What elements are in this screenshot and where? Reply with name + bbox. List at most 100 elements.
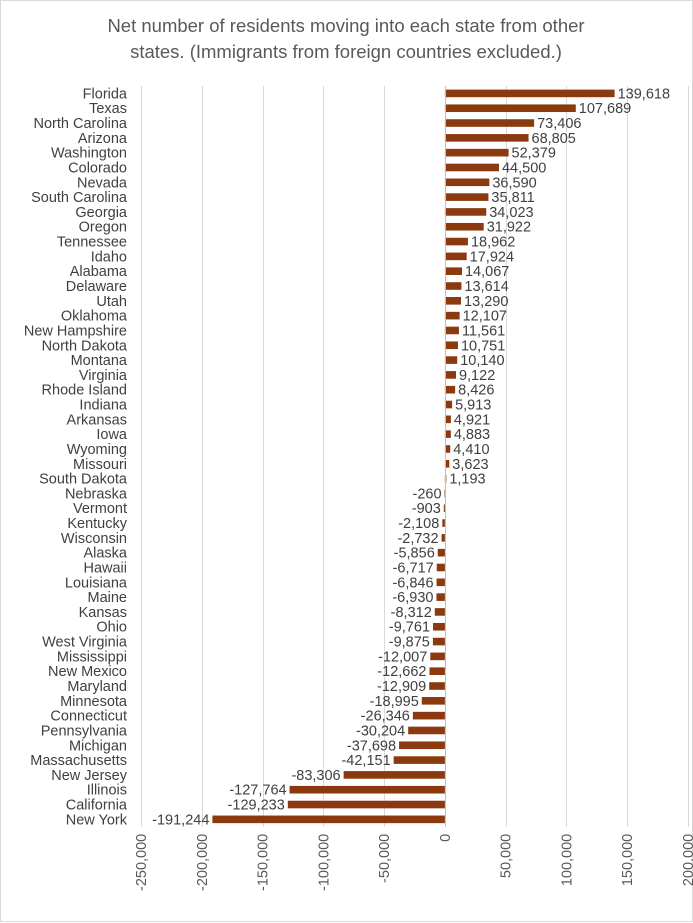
category-label-35: Kansas [79, 605, 127, 621]
bar-12 [444, 267, 462, 275]
data-label-28: -903 [412, 501, 441, 517]
bar-22 [444, 415, 451, 424]
bar-29 [442, 519, 445, 527]
bar-35 [434, 608, 445, 616]
category-label-19: Virginia [79, 368, 128, 384]
category-label-23: Iowa [96, 427, 128, 443]
data-label-15: 12,107 [463, 309, 507, 325]
category-label-8: Georgia [75, 205, 128, 221]
bar-6 [444, 178, 490, 187]
data-label-4: 52,379 [512, 146, 556, 162]
x-tick-label-7: 100,000 [559, 834, 575, 886]
category-label-27: Nebraska [65, 486, 128, 502]
data-label-22: 4,921 [454, 412, 490, 428]
data-label-7: 35,811 [491, 190, 534, 206]
data-label-21: 5,913 [455, 398, 491, 414]
category-label-9: Oregon [79, 220, 127, 236]
category-label-37: West Virginia [42, 635, 128, 651]
data-label-48: -129,233 [228, 798, 285, 814]
x-tick-label-0: -250,000 [134, 834, 150, 891]
bar-10 [444, 237, 468, 246]
data-label-29: -2,108 [398, 516, 439, 532]
category-label-42: Connecticut [50, 709, 127, 725]
bar-24 [444, 445, 451, 453]
bar-16 [444, 326, 459, 335]
data-label-45: -42,151 [341, 753, 390, 769]
data-label-25: 3,623 [452, 457, 488, 473]
bar-30 [441, 534, 445, 542]
category-label-11: Idaho [91, 249, 127, 265]
category-label-45: Massachusetts [30, 753, 127, 769]
data-label-41: -18,995 [370, 694, 419, 710]
category-label-2: North Carolina [34, 116, 128, 132]
data-label-5: 44,500 [502, 160, 546, 176]
data-label-18: 10,140 [460, 353, 504, 369]
category-label-0: Florida [83, 86, 128, 102]
bar-8 [444, 208, 487, 216]
data-label-6: 36,590 [492, 175, 536, 191]
category-label-39: New Mexico [48, 664, 127, 680]
category-label-43: Pennsylvania [41, 723, 128, 739]
bar-36 [433, 622, 445, 631]
data-label-13: 13,614 [464, 279, 508, 295]
x-tick-label-2: -150,000 [256, 834, 272, 891]
category-label-21: Indiana [79, 398, 128, 414]
category-label-41: Minnesota [60, 694, 128, 710]
bar-48 [287, 800, 445, 809]
data-label-49: -191,244 [152, 812, 209, 828]
category-label-28: Vermont [73, 501, 127, 517]
data-label-42: -26,346 [361, 709, 410, 725]
x-tick-label-5: 0 [438, 834, 454, 842]
bar-14 [444, 297, 462, 305]
chart-title-line-1: Net number of residents moving into each… [107, 15, 585, 36]
bar-23 [444, 430, 451, 438]
category-label-17: North Dakota [42, 338, 128, 354]
x-tick-label-1: -200,000 [195, 834, 211, 891]
data-label-8: 34,023 [489, 205, 533, 221]
category-label-13: Delaware [66, 279, 127, 295]
category-label-38: Mississippi [57, 649, 127, 665]
category-label-40: Maryland [67, 679, 127, 695]
bar-15 [444, 311, 460, 320]
data-label-2: 73,406 [537, 116, 581, 132]
bar-25 [444, 459, 450, 468]
category-label-18: Montana [71, 353, 128, 369]
bar-2 [444, 119, 535, 127]
category-label-30: Wisconsin [61, 531, 127, 547]
bar-27 [444, 489, 446, 498]
bar-1 [444, 104, 576, 113]
category-label-32: Hawaii [83, 560, 127, 576]
category-label-48: California [66, 798, 128, 814]
data-label-26: 1,193 [449, 472, 485, 488]
bar-0 [444, 89, 615, 98]
data-label-32: -6,717 [393, 560, 434, 576]
x-tick-label-4: -50,000 [377, 834, 393, 883]
data-label-36: -9,761 [389, 620, 430, 636]
data-label-43: -30,204 [356, 723, 405, 739]
bar-42 [412, 711, 445, 720]
bar-39 [429, 667, 445, 675]
data-label-44: -37,698 [347, 738, 396, 754]
data-label-37: -9,875 [389, 635, 430, 651]
category-label-10: Tennessee [57, 235, 127, 251]
data-label-0: 139,618 [618, 86, 670, 102]
category-label-5: Colorado [68, 160, 127, 176]
data-label-46: -83,306 [291, 768, 340, 784]
data-label-19: 9,122 [459, 368, 495, 384]
category-label-44: Michigan [69, 738, 127, 754]
category-label-33: Louisiana [65, 575, 128, 591]
category-label-16: New Hampshire [24, 323, 127, 339]
category-label-24: Wyoming [67, 442, 127, 458]
data-label-12: 14,067 [465, 264, 509, 280]
bar-45 [393, 756, 445, 764]
bar-47 [289, 785, 445, 794]
x-tick-label-8: 150,000 [620, 834, 636, 886]
data-label-47: -127,764 [229, 783, 286, 799]
bar-44 [399, 741, 445, 750]
bar-17 [444, 341, 458, 350]
category-label-49: New York [66, 812, 128, 828]
bar-11 [444, 252, 467, 261]
category-label-25: Missouri [73, 457, 127, 473]
bar-37 [432, 637, 445, 646]
category-label-22: Arkansas [67, 412, 127, 428]
